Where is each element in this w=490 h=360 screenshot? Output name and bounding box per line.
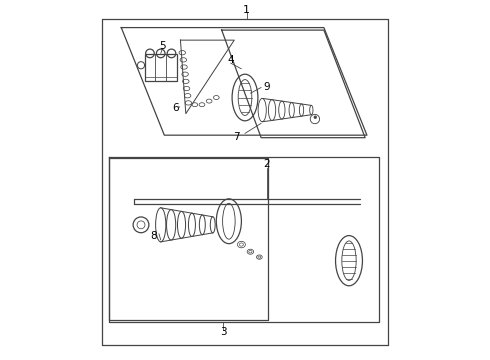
Text: 7: 7: [233, 132, 239, 142]
Text: 8: 8: [150, 231, 157, 240]
Text: 1: 1: [244, 5, 250, 15]
Text: 6: 6: [172, 103, 178, 113]
Text: 4: 4: [227, 55, 234, 65]
Text: 5: 5: [159, 41, 166, 50]
Circle shape: [314, 116, 317, 119]
Text: 9: 9: [263, 82, 270, 92]
Text: 2: 2: [263, 159, 270, 169]
Text: 3: 3: [220, 327, 227, 337]
